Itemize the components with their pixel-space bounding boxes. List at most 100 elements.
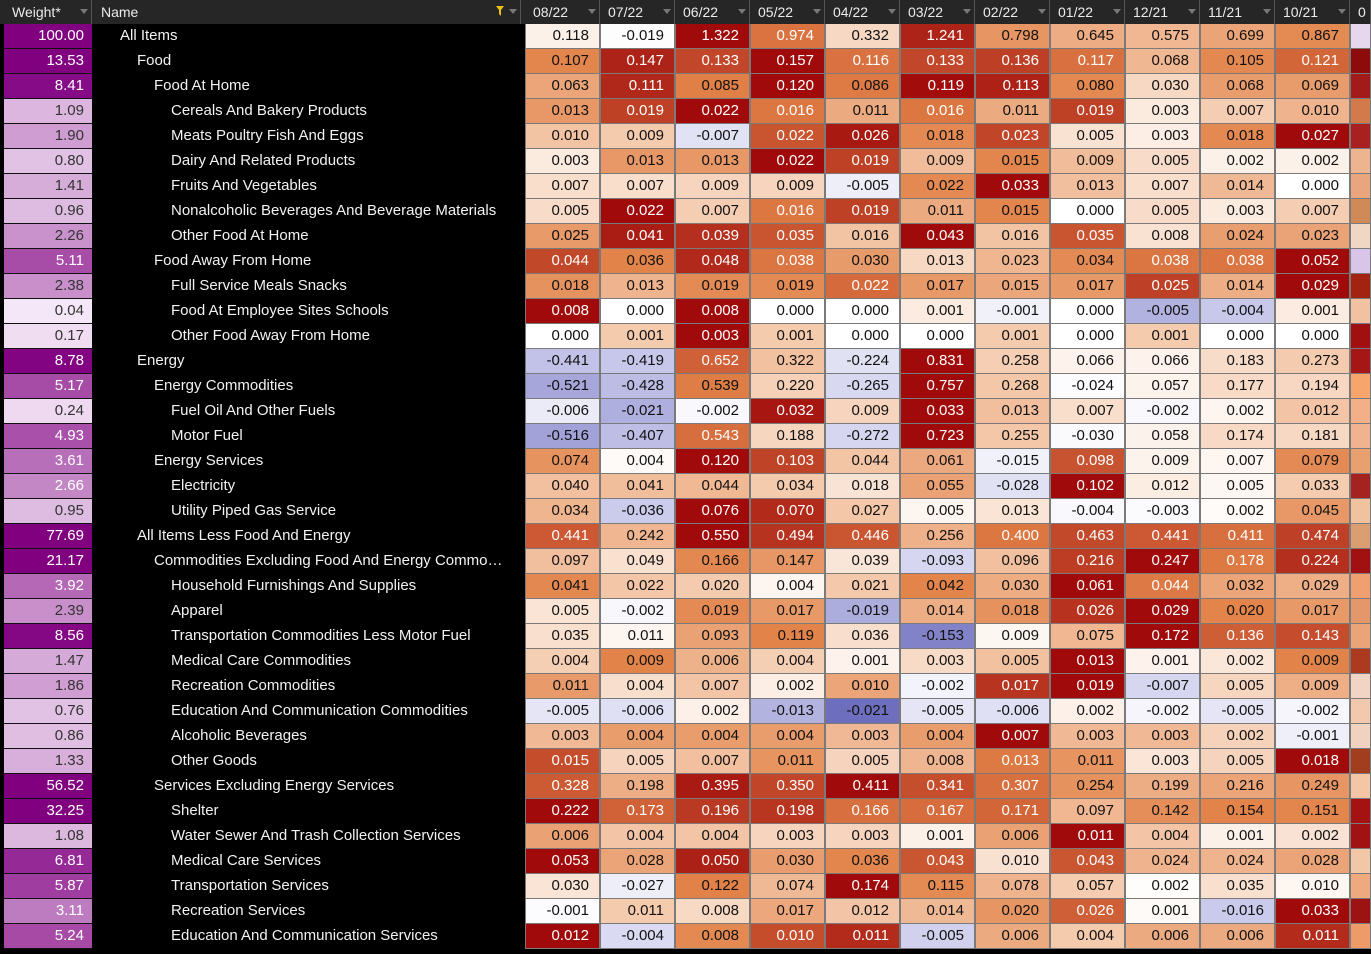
value-cell: 0.020 (1200, 599, 1275, 624)
value-cell: 0.080 (1050, 74, 1125, 99)
table-row[interactable]: 0.80 Dairy And Related Products 0.003 0.013… (0, 149, 1371, 174)
table-row[interactable]: 5.17 Energy Commodities -0.521 -0.428 0.539 0… (0, 374, 1371, 399)
table-row[interactable]: 2.66 Electricity 0.040 0.041 0.044 0.034 0.018… (0, 474, 1371, 499)
table-row[interactable]: 2.39 Apparel 0.005 -0.002 0.019 0.017 -0.019 0.… (0, 599, 1371, 624)
header-period[interactable]: 04/22 (825, 0, 900, 24)
table-row[interactable]: 77.69 All Items Less Food And Energy 0.441… (0, 524, 1371, 549)
value-cell-clipped (1350, 299, 1371, 324)
table-row[interactable]: 0.95 Utility Piped Gas Service 0.034 -0.036… (0, 499, 1371, 524)
value-cell-clipped (1350, 674, 1371, 699)
value-cell: 0.011 (750, 749, 825, 774)
value-cell: 0.011 (1050, 824, 1125, 849)
table-row[interactable]: 3.61 Energy Services 0.074 0.004 0.120 0.103 0… (0, 449, 1371, 474)
value-cell: 0.006 (975, 824, 1050, 849)
table-row[interactable]: 1.08 Water Sewer And Trash Collection Ser… (0, 824, 1371, 849)
table-row[interactable]: 21.17 Commodities Excluding Food And Ener… (0, 549, 1371, 574)
value-cell: 0.003 (525, 724, 600, 749)
table-row[interactable]: 1.47 Medical Care Commodities 0.004 0.009 0.… (0, 649, 1371, 674)
table-row[interactable]: 56.52 Services Excluding Energy Services 0… (0, 774, 1371, 799)
header-period[interactable]: 10/21 (1275, 0, 1350, 24)
value-cell: 0.013 (525, 99, 600, 124)
value-cell: 0.000 (1200, 324, 1275, 349)
table-row[interactable]: 1.86 Recreation Commodities 0.011 0.004 0.00… (0, 674, 1371, 699)
value-cell: 0.022 (825, 274, 900, 299)
value-cell: 0.098 (1050, 449, 1125, 474)
table-row[interactable]: 2.38 Full Service Meals Snacks 0.018 0.013 0… (0, 274, 1371, 299)
header-period[interactable]: 11/21 (1200, 0, 1275, 24)
header-period[interactable]: 03/22 (900, 0, 975, 24)
header-period[interactable]: 02/22 (975, 0, 1050, 24)
table-row[interactable]: 5.24 Education And Communication Services… (0, 924, 1371, 949)
value-cell: 0.242 (600, 524, 675, 549)
value-cell: 0.074 (525, 449, 600, 474)
value-cell: 0.009 (750, 174, 825, 199)
table-row[interactable]: 0.96 Nonalcoholic Beverages And Beverage … (0, 199, 1371, 224)
table-row[interactable]: 0.04 Food At Employee Sites Schools 0.008 0… (0, 299, 1371, 324)
header-weight[interactable]: Weight* (4, 0, 92, 24)
table-row[interactable]: 6.81 Medical Care Services 0.053 0.028 0.050… (0, 849, 1371, 874)
value-cell: 0.007 (525, 174, 600, 199)
column-divider (513, 649, 524, 674)
filter-icon[interactable] (496, 6, 504, 16)
value-cell: 0.009 (600, 124, 675, 149)
weight-cell: 2.26 (4, 224, 92, 249)
table-row[interactable]: 3.92 Household Furnishings And Supplies 0.… (0, 574, 1371, 599)
table-row[interactable]: 2.26 Other Food At Home 0.025 0.041 0.039 0.0… (0, 224, 1371, 249)
header-name[interactable]: Name (93, 0, 521, 24)
table-row[interactable]: 0.86 Alcoholic Beverages 0.003 0.004 0.004 0.… (0, 724, 1371, 749)
header-period[interactable]: 05/22 (750, 0, 825, 24)
value-cell: 0.328 (525, 774, 600, 799)
value-cell: 0.004 (600, 824, 675, 849)
value-cell: 0.009 (825, 399, 900, 424)
header-period[interactable]: 07/22 (600, 0, 675, 24)
table-row[interactable]: 13.53 Food 0.107 0.147 0.133 0.157 0.116 0.133 0… (0, 49, 1371, 74)
table-row[interactable]: 1.33 Other Goods 0.015 0.005 0.007 0.011 0.005… (0, 749, 1371, 774)
table-row[interactable]: 5.87 Transportation Services 0.030 -0.027 0.… (0, 874, 1371, 899)
header-period[interactable]: 0 (1350, 0, 1371, 24)
table-row[interactable]: 3.11 Recreation Services -0.001 0.011 0.008 0… (0, 899, 1371, 924)
value-cell: 0.016 (825, 224, 900, 249)
weight-cell: 5.11 (4, 249, 92, 274)
table-row[interactable]: 0.76 Education And Communication Commodit… (0, 699, 1371, 724)
table-row[interactable]: 8.78 Energy -0.441 -0.419 0.652 0.322 -0.224 0.… (0, 349, 1371, 374)
header-period[interactable]: 08/22 (525, 0, 600, 24)
table-row[interactable]: 5.11 Food Away From Home 0.044 0.036 0.048 0.… (0, 249, 1371, 274)
value-cell: 0.003 (750, 824, 825, 849)
value-cell: 0.010 (750, 924, 825, 949)
value-cell: 0.001 (1125, 649, 1200, 674)
table-row[interactable]: 8.41 Food At Home 0.063 0.111 0.085 0.120 0.08… (0, 74, 1371, 99)
value-cell: 0.005 (900, 499, 975, 524)
value-cell: 0.007 (1050, 399, 1125, 424)
name-cell: Apparel (93, 599, 513, 624)
value-cell: 0.001 (975, 324, 1050, 349)
table-row[interactable]: 0.17 Other Food Away From Home 0.000 0.001 0… (0, 324, 1371, 349)
name-cell: Education And Communication Commodities (93, 699, 513, 724)
name-cell: Energy Commodities (93, 374, 513, 399)
value-cell: 0.014 (900, 599, 975, 624)
header-period[interactable]: 01/22 (1050, 0, 1125, 24)
name-cell: Alcoholic Beverages (93, 724, 513, 749)
value-cell: -0.007 (675, 124, 750, 149)
name-cell: Nonalcoholic Beverages And Beverage Mate… (93, 199, 513, 224)
table-row[interactable]: 1.41 Fruits And Vegetables 0.007 0.007 0.009… (0, 174, 1371, 199)
table-row[interactable]: 1.90 Meats Poultry Fish And Eggs 0.010 0.00… (0, 124, 1371, 149)
value-cell: 0.018 (975, 599, 1050, 624)
header-period[interactable]: 06/22 (675, 0, 750, 24)
sort-caret-icon (1263, 9, 1271, 14)
header-period[interactable]: 12/21 (1125, 0, 1200, 24)
table-row[interactable]: 4.93 Motor Fuel -0.516 -0.407 0.543 0.188 -0.2… (0, 424, 1371, 449)
table-row[interactable]: 1.09 Cereals And Bakery Products 0.013 0.01… (0, 99, 1371, 124)
value-cell: 0.001 (1125, 324, 1200, 349)
value-cell: 0.006 (525, 824, 600, 849)
table-row[interactable]: 100.00 All Items 0.118 -0.019 1.322 0.974 0.33… (0, 24, 1371, 49)
value-cell: -0.005 (825, 174, 900, 199)
table-row[interactable]: 32.25 Shelter 0.222 0.173 0.196 0.198 0.166 0.1… (0, 799, 1371, 824)
value-cell: 0.172 (1125, 624, 1200, 649)
value-cell-clipped (1350, 474, 1371, 499)
table-row[interactable]: 8.56 Transportation Commodities Less Moto… (0, 624, 1371, 649)
value-cell: 0.441 (1125, 524, 1200, 549)
value-cell: -0.016 (1200, 899, 1275, 924)
table-row[interactable]: 0.24 Fuel Oil And Other Fuels -0.006 -0.021… (0, 399, 1371, 424)
name-cell: All Items (93, 24, 513, 49)
value-cell: 0.019 (1050, 674, 1125, 699)
